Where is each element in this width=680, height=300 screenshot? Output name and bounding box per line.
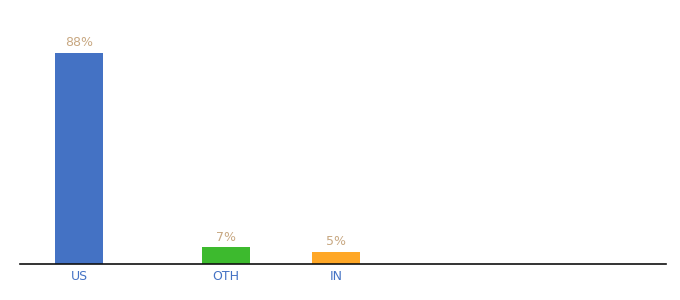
Bar xyxy=(312,252,360,264)
Text: 7%: 7% xyxy=(216,231,236,244)
Bar xyxy=(202,247,250,264)
Text: 5%: 5% xyxy=(326,236,346,248)
Bar xyxy=(55,53,103,264)
Text: 88%: 88% xyxy=(65,36,93,49)
